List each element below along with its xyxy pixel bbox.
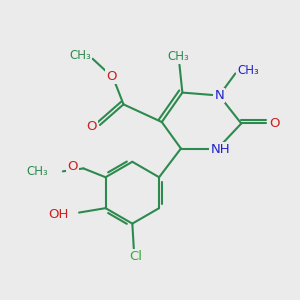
Text: OH: OH	[48, 208, 69, 220]
Text: O: O	[67, 160, 78, 172]
Text: NH: NH	[210, 143, 230, 157]
Text: CH₃: CH₃	[167, 50, 189, 63]
Text: O: O	[106, 70, 117, 83]
Text: N: N	[214, 89, 224, 102]
Text: O: O	[86, 120, 97, 133]
Text: CH₃: CH₃	[69, 49, 91, 62]
Text: CH₃: CH₃	[237, 64, 259, 77]
Text: O: O	[269, 117, 280, 130]
Text: CH₃: CH₃	[26, 165, 48, 178]
Text: Cl: Cl	[129, 250, 142, 263]
